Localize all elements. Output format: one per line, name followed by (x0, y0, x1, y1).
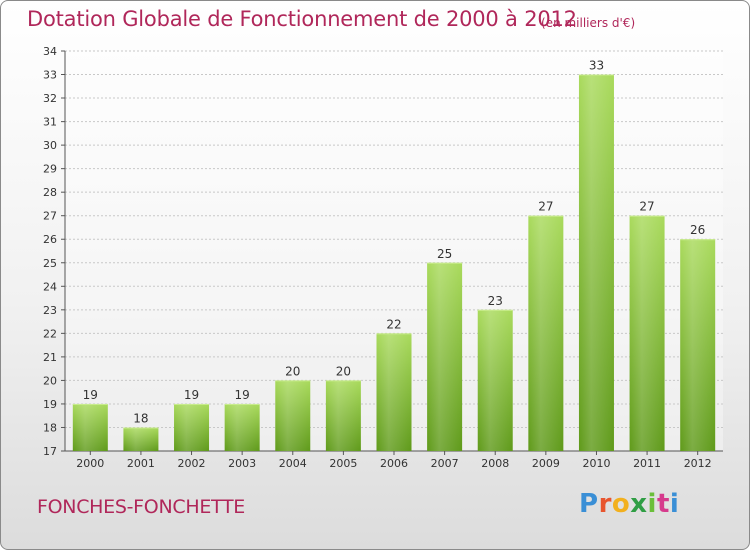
x-tick-label: 2004 (279, 457, 307, 470)
x-tick-label: 2007 (431, 457, 459, 470)
data-label: 19 (83, 388, 98, 402)
y-tick-label: 19 (43, 398, 57, 411)
logo-letter: r (598, 489, 612, 519)
x-tick-label: 2003 (228, 457, 256, 470)
bar-shine-2012 (680, 239, 716, 451)
bar-shine-2009 (528, 215, 564, 451)
chart-unit: (en milliers d'€) (541, 16, 636, 30)
logo-letter: o (611, 489, 631, 519)
logo-letter: P (579, 489, 599, 519)
x-tick-label: 2005 (329, 457, 357, 470)
y-tick-label: 34 (43, 45, 57, 58)
logo-letter: i (647, 489, 657, 519)
axes: 17 18 19 20 21 22 23 24 25 26 27 28 29 30 31 32 33 34 2000… (43, 45, 723, 470)
logo-letter: t (656, 489, 670, 519)
y-tick-label: 32 (43, 92, 57, 105)
y-tick-label: 21 (43, 351, 57, 364)
bar-shine-2001 (123, 427, 159, 451)
data-label: 22 (386, 317, 401, 331)
data-label: 25 (437, 247, 452, 261)
data-label: 18 (133, 411, 148, 425)
data-label: 23 (488, 294, 503, 308)
data-label: 27 (538, 200, 553, 214)
y-tick-label: 33 (43, 69, 57, 82)
data-label: 20 (285, 364, 300, 378)
bar-shine-2011 (629, 215, 665, 451)
bar-shine-2004 (275, 380, 311, 451)
bar-shine-2003 (224, 403, 260, 451)
bar-shine-2002 (174, 403, 210, 451)
y-tick-label: 29 (43, 163, 57, 176)
x-tick-label: 2001 (127, 457, 155, 470)
y-tick-label: 26 (43, 233, 57, 246)
y-tick-label: 27 (43, 210, 57, 223)
data-label: 19 (235, 388, 250, 402)
proxiti-logo[interactable]: Proxiti (579, 489, 679, 519)
bars (72, 74, 716, 451)
bar-shine-2008 (477, 309, 513, 451)
bar-shine-2010 (578, 74, 614, 451)
data-label: 19 (184, 388, 199, 402)
y-tick-label: 28 (43, 186, 57, 199)
x-tick-label: 2009 (532, 457, 560, 470)
bar-shine-2006 (376, 333, 412, 451)
y-tick-label: 25 (43, 257, 57, 270)
x-tick-label: 2011 (633, 457, 661, 470)
x-tick-label: 2010 (582, 457, 610, 470)
data-label: 27 (639, 200, 654, 214)
data-label: 20 (336, 364, 351, 378)
bar-shine-2007 (427, 262, 463, 451)
data-label: 26 (690, 223, 705, 237)
data-labels: 19 18 19 19 20 20 22 25 23 27 33 27 26 (83, 59, 706, 426)
commune-name: FONCHES-FONCHETTE (37, 496, 246, 518)
y-tick-label: 22 (43, 327, 57, 340)
y-tick-label: 18 (43, 421, 57, 434)
y-tick-label: 20 (43, 374, 57, 387)
x-tick-label: 2012 (684, 457, 712, 470)
data-label: 33 (589, 59, 604, 73)
y-tick-label: 31 (43, 116, 57, 129)
y-tick-label: 30 (43, 139, 57, 152)
x-tick-label: 2002 (178, 457, 206, 470)
y-tick-label: 24 (43, 280, 57, 293)
bar-shine-2005 (325, 380, 361, 451)
logo-letter: x (630, 489, 648, 519)
x-tick-label: 2008 (481, 457, 509, 470)
bar-shine-2000 (72, 403, 108, 451)
logo-letter: i (669, 489, 680, 519)
y-tick-label: 23 (43, 304, 57, 317)
x-tick-label: 2006 (380, 457, 408, 470)
chart-title: Dotation Globale de Fonctionnement de 20… (27, 7, 577, 31)
x-tick-label: 2000 (76, 457, 104, 470)
y-tick-label: 17 (43, 445, 57, 458)
